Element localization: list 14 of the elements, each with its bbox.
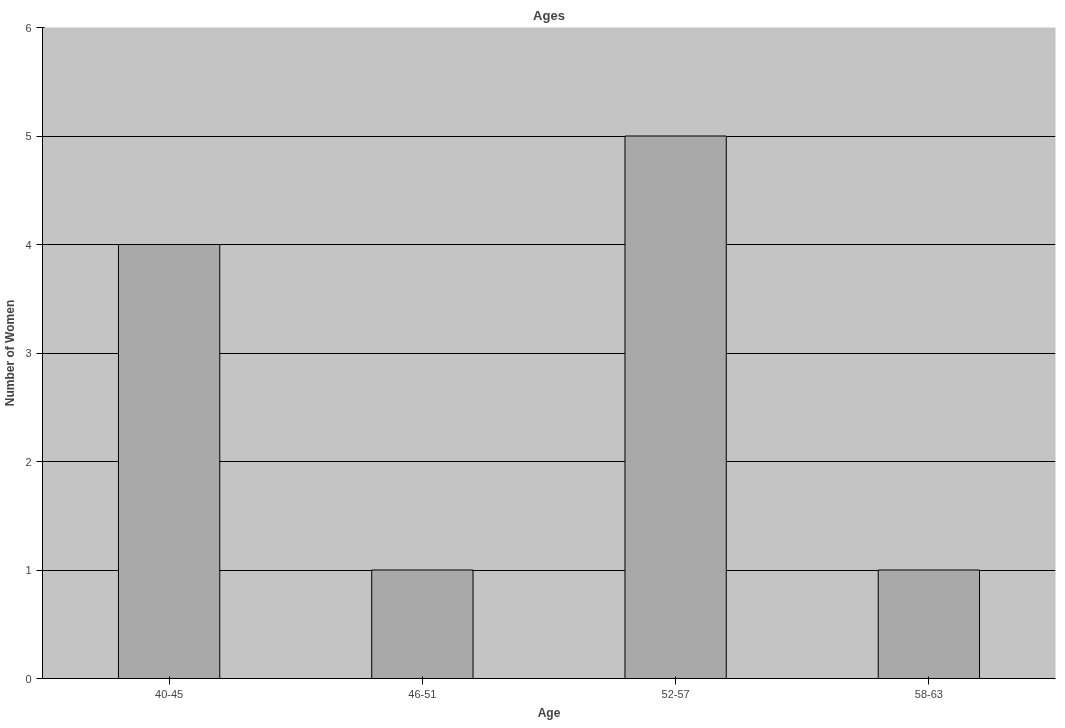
y-tick-label: 1 [25, 564, 32, 576]
x-axis-title: Age [537, 705, 561, 720]
x-tick-label: 46-51 [408, 687, 437, 700]
y-tick-label: 0 [25, 672, 32, 685]
y-tick-label: 3 [25, 347, 32, 359]
x-tick-label: 58-63 [914, 687, 943, 700]
x-tick-label: 52-57 [661, 687, 690, 700]
x-tick-label: 40-45 [155, 687, 184, 700]
chart-title: Ages [533, 7, 565, 23]
y-tick-label: 4 [25, 238, 32, 251]
y-tick-label: 6 [25, 21, 32, 34]
y-tick-label: 5 [25, 130, 32, 142]
y-axis-title: Number of Women [3, 299, 18, 407]
y-tick-label: 2 [25, 455, 32, 468]
